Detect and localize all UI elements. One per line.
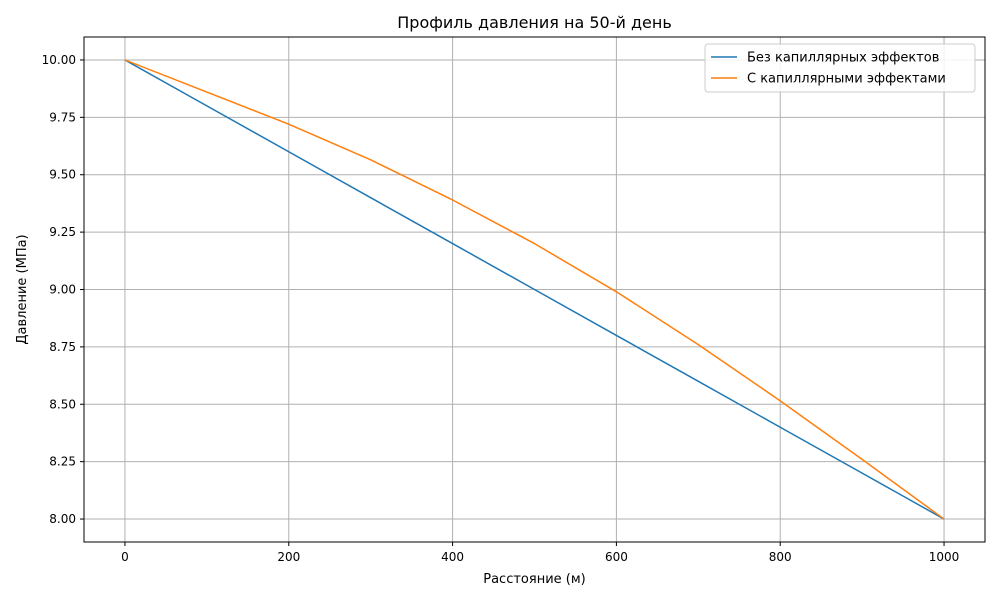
x-axis-title: Расстояние (м) bbox=[483, 572, 585, 587]
x-tick-label: 800 bbox=[769, 550, 792, 564]
legend-label-1: Без капиллярных эффектов bbox=[747, 51, 939, 66]
series-line-1 bbox=[124, 59, 945, 520]
y-tick-label: 8.00 bbox=[49, 512, 76, 526]
y-tick-label: 10.00 bbox=[42, 53, 76, 67]
legend-box bbox=[704, 43, 976, 93]
y-tick-label: 9.50 bbox=[49, 168, 76, 182]
ticks: 0 200 400 600 800 1000 8.00 8.25 8.50 8.75 9.00 9.2… bbox=[42, 53, 960, 564]
chart-title: Профиль давления на 50-й день bbox=[397, 13, 672, 32]
y-tick-label: 8.25 bbox=[49, 455, 76, 469]
y-tick-label: 9.25 bbox=[49, 225, 76, 239]
x-tick-label: 600 bbox=[605, 550, 628, 564]
legend-label-2: С капиллярными эффектами bbox=[747, 72, 946, 87]
y-tick-label: 9.00 bbox=[49, 283, 76, 297]
y-tick-label: 9.75 bbox=[49, 110, 76, 124]
x-tick-label: 400 bbox=[441, 550, 464, 564]
x-tick-label: 0 bbox=[121, 550, 129, 564]
y-axis-title: Давление (МПа) bbox=[15, 234, 30, 344]
legend: Без капиллярных эффектов С капиллярными э… bbox=[704, 43, 976, 93]
y-tick-label: 8.75 bbox=[49, 340, 76, 354]
y-tick-label: 8.50 bbox=[49, 397, 76, 411]
x-tick-label: 200 bbox=[277, 550, 300, 564]
series-line-2 bbox=[124, 59, 945, 520]
x-tick-label: 1000 bbox=[929, 550, 960, 564]
series-group bbox=[124, 59, 945, 520]
